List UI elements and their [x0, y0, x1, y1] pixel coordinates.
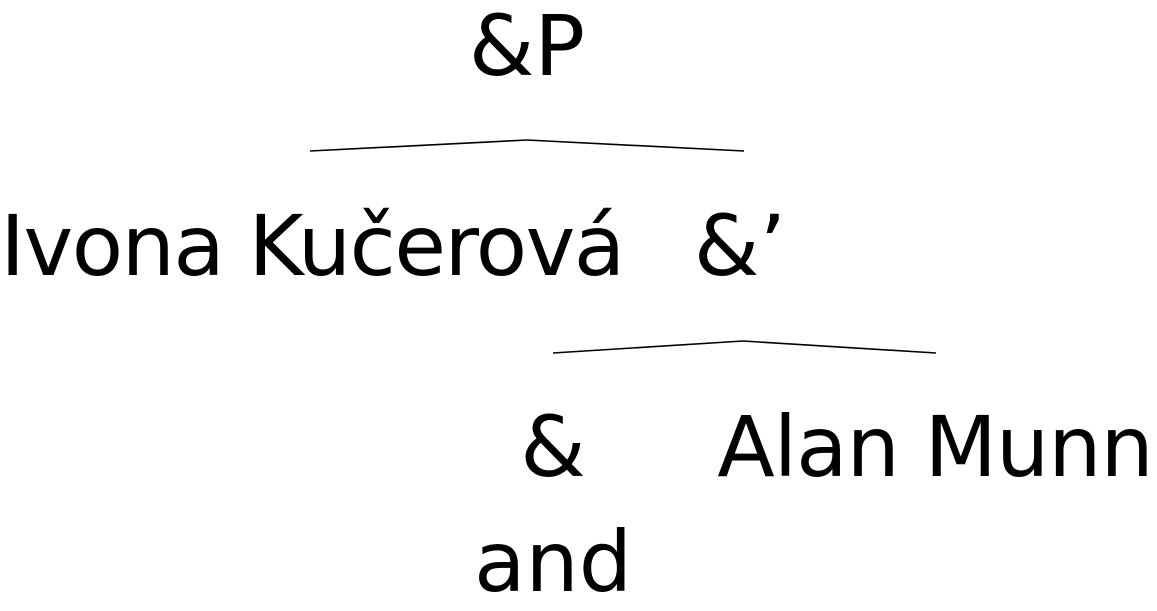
- bar-node-label: &’: [693, 197, 787, 295]
- head-node-label: &: [520, 398, 586, 496]
- head-gloss-label: and: [473, 513, 633, 611]
- branch-bar-to-head: [552, 340, 744, 354]
- branch-root-to-specifier: [309, 139, 528, 152]
- branch-bar-to-complement: [742, 340, 937, 354]
- complement-node-label: Alan Munn: [717, 398, 1153, 496]
- branch-root-to-bar: [526, 139, 745, 152]
- tree-branches: [309, 139, 937, 354]
- root-node-label: &P: [468, 0, 586, 95]
- specifier-node-label: Ivona Kučerová: [0, 197, 625, 295]
